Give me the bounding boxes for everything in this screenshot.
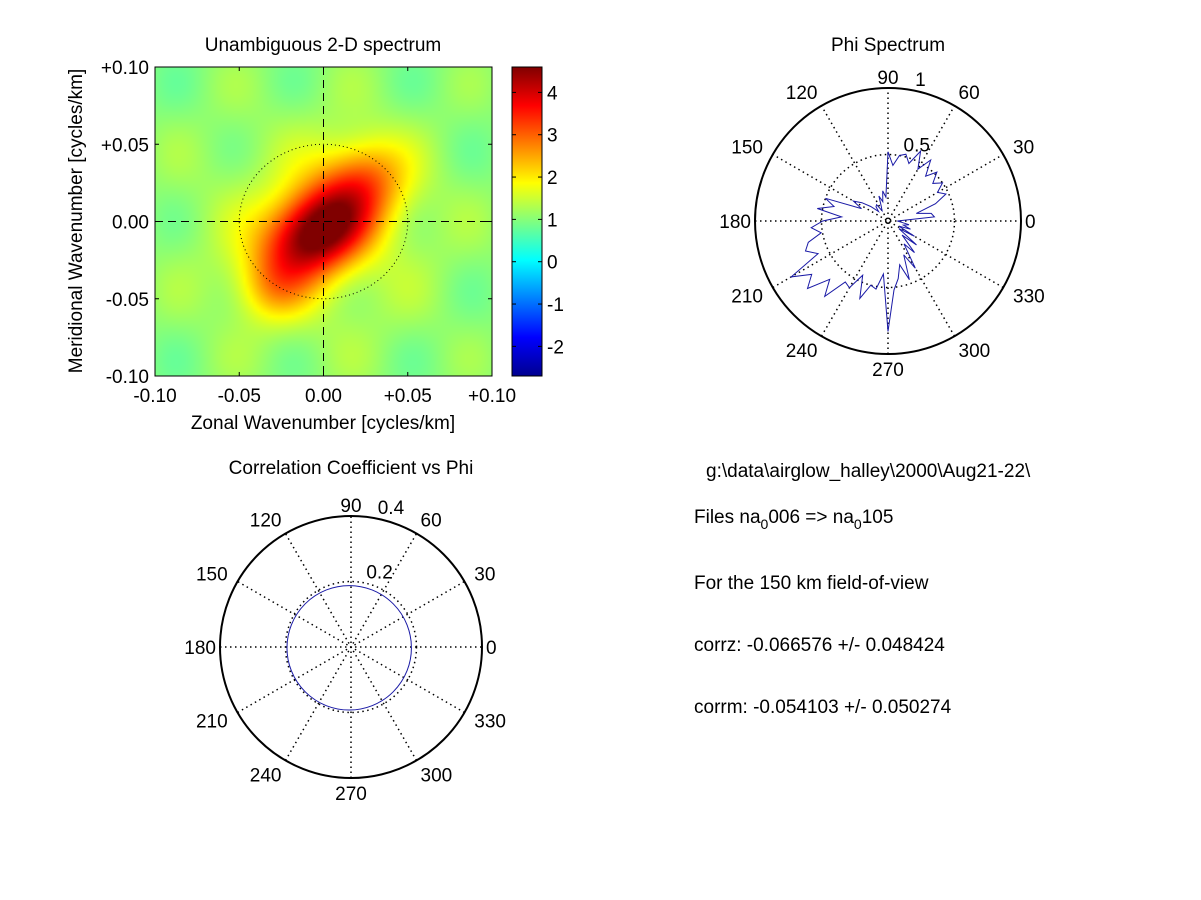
polar-angle-label: 120	[786, 83, 818, 104]
colorbar-ticks: 4 3 2 1 0 -1 -2	[512, 83, 564, 358]
polar-angle-label: 240	[786, 341, 818, 362]
polar-angle-label: 270	[872, 360, 904, 381]
heatmap-x-axis-label: Zonal Wavenumber [cycles/km]	[191, 413, 455, 434]
polar-angle-label: 0	[486, 638, 497, 659]
x-tick-label: -0.05	[218, 386, 261, 407]
y-tick-label: 0.00	[112, 213, 149, 234]
polar-ring-label: 0.2	[366, 562, 392, 583]
colorbar-gradient	[511, 66, 543, 377]
colorbar-tick-label: 3	[547, 126, 558, 147]
polar-angle-label: 90	[340, 496, 361, 517]
polar-angle-label: 90	[877, 68, 898, 89]
polar-angle-label: 240	[250, 765, 282, 786]
polar-ring	[820, 153, 956, 289]
y-tick-label: +0.10	[101, 58, 149, 79]
polar-angle-label: 150	[196, 565, 228, 586]
polar-angle-label: 330	[474, 712, 506, 733]
polar-angle-label: 180	[184, 638, 216, 659]
heatmap-y-axis-label: Meridional Wavenumber [cycles/km]	[66, 69, 87, 373]
phi-spectrum-title: Phi Spectrum	[831, 35, 945, 56]
polar-angle-label: 180	[719, 212, 751, 233]
polar-angle-label: 60	[959, 83, 980, 104]
polar-ring-label: 1	[915, 70, 926, 91]
polar-angle-label: 60	[421, 511, 442, 532]
polar-angle-label: 30	[474, 565, 495, 586]
heatmap-y-ticks: +0.10 +0.05 0.00 -0.05 -0.10	[101, 58, 492, 388]
polar-angle-label: 0	[1025, 212, 1036, 233]
colorbar-tick-label: -2	[547, 337, 564, 358]
heatmap-title: Unambiguous 2-D spectrum	[205, 35, 442, 56]
polar-angle-label: 300	[421, 765, 453, 786]
correlation-panel: Correlation Coefficient vs Phi 0.2 0.4 90 6…	[184, 458, 506, 805]
x-tick-label: +0.10	[468, 386, 516, 407]
polar-angle-label: 210	[731, 287, 763, 308]
x-tick-label: +0.05	[384, 386, 432, 407]
polar-angle-label: 120	[250, 511, 282, 532]
colorbar-tick-label: -1	[547, 295, 564, 316]
colorbar-tick-label: 2	[547, 168, 558, 189]
polar-angle-label: 300	[959, 341, 991, 362]
heatmap-x-ticks: -0.10 -0.05 0.00 +0.05 +0.10	[133, 67, 516, 407]
polar-angle-label: 150	[731, 138, 763, 159]
y-tick-label: -0.10	[106, 367, 149, 388]
x-tick-label: -0.10	[133, 386, 176, 407]
polar-angle-label: 210	[196, 712, 228, 733]
y-tick-label: +0.05	[101, 135, 149, 156]
polar-ring-label: 0.4	[378, 498, 405, 519]
correlation-series	[286, 585, 412, 711]
polar-ring-label: 0.5	[904, 136, 930, 157]
polar-spoke	[237, 580, 465, 714]
phi-spectrum-series	[789, 149, 947, 332]
phi-spectrum-panel: Phi Spectrum 0.5190603003303002702402101…	[719, 35, 1044, 381]
colorbar-tick-label: 1	[547, 210, 558, 231]
polar-angle-label: 30	[1013, 138, 1034, 159]
y-tick-label: -0.05	[106, 290, 149, 311]
colorbar-tick-label: 0	[547, 253, 558, 274]
colorbar: 4 3 2 1 0 -1 -2	[511, 66, 564, 377]
polar-angle-label: 270	[335, 784, 367, 805]
polar-angle-label: 330	[1013, 287, 1045, 308]
x-tick-label: 0.00	[305, 386, 342, 407]
correlation-title: Correlation Coefficient vs Phi	[229, 458, 474, 479]
heatmap-panel: Unambiguous 2-D spectrum -0.10 -0.05 0.00 +…	[66, 35, 516, 434]
heatmap-overlay	[155, 67, 492, 376]
reference-circle	[238, 143, 409, 300]
colorbar-tick-label: 4	[547, 83, 558, 104]
polar-ring	[284, 580, 418, 714]
